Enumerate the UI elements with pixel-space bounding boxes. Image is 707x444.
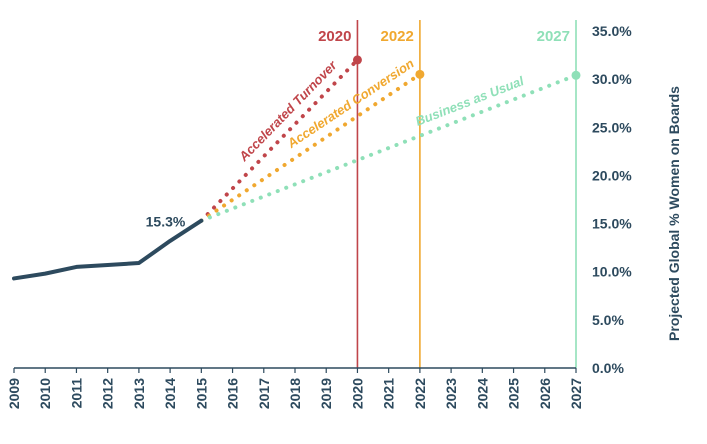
series-end-point-3 [571,70,581,80]
historical-point-2010 [44,273,46,275]
marker-label-2020: 2020 [318,28,351,45]
year-markers: 2020 2022 2027 [318,20,577,368]
y-tick-label-6: 30.0% [592,71,632,87]
x-tick-label-2024: 2024 [474,378,490,409]
x-tick-label-2020: 2020 [349,378,365,409]
x-tick-label-2010: 2010 [37,378,53,409]
historical-point-2015 [200,220,202,222]
x-tick-label-2016: 2016 [225,378,241,409]
series-end-point-1 [352,55,362,65]
marker-label-2027: 2027 [537,28,570,45]
series-end-point-2 [415,69,425,79]
marker-label-2022: 2022 [381,28,414,45]
x-tick-label-2018: 2018 [287,378,303,409]
x-axis: 2009 2010 2011 2012 2013 2014 2015 2016 2017 2018… [6,367,584,409]
series-line-1 [199,57,360,223]
series-line-2 [199,72,422,223]
historical-series [12,218,204,281]
x-tick-label-2023: 2023 [443,378,459,409]
x-tick-label-2017: 2017 [256,378,272,409]
historical-point-2013 [138,262,140,264]
y-axis-label: Projected Global % Women on Boards [666,86,682,341]
x-tick-label-2013: 2013 [131,378,147,409]
current-value-annotation: 15.3% [146,214,186,230]
x-tick-label-2027: 2027 [568,378,584,409]
x-tick-label-2019: 2019 [318,378,334,409]
y-tick-label-1: 5.0% [592,312,624,328]
y-tick-label-7: 35.0% [592,23,632,39]
historical-point-2012 [107,264,109,266]
historical-point-2011 [75,266,77,268]
x-tick-label-2022: 2022 [412,378,428,409]
y-tick-label-2: 10.0% [592,264,632,280]
historical-point-2014 [169,240,171,242]
x-tick-label-2025: 2025 [506,378,522,409]
x-tick-label-2026: 2026 [537,378,553,409]
y-tick-label-5: 25.0% [592,119,632,135]
series-label-3: Business as Usual [413,73,526,129]
x-tick-label-2015: 2015 [193,378,209,409]
series-line-3 [199,73,578,223]
x-tick-label-2009: 2009 [6,378,22,409]
x-tick-label-2021: 2021 [381,378,397,409]
y-tick-label-3: 15.0% [592,216,632,232]
y-tick-label-4: 20.0% [592,167,632,183]
y-tick-label-0: 0.0% [592,360,624,376]
x-tick-label-2011: 2011 [68,378,84,409]
historical-point-2009 [13,277,15,279]
y-axis: 0.0% 5.0% 10.0% 15.0% 20.0% 25.0% 30.0% 35.0% [592,23,632,376]
x-tick-label-2014: 2014 [162,378,178,409]
x-tick-label-2012: 2012 [100,378,116,409]
